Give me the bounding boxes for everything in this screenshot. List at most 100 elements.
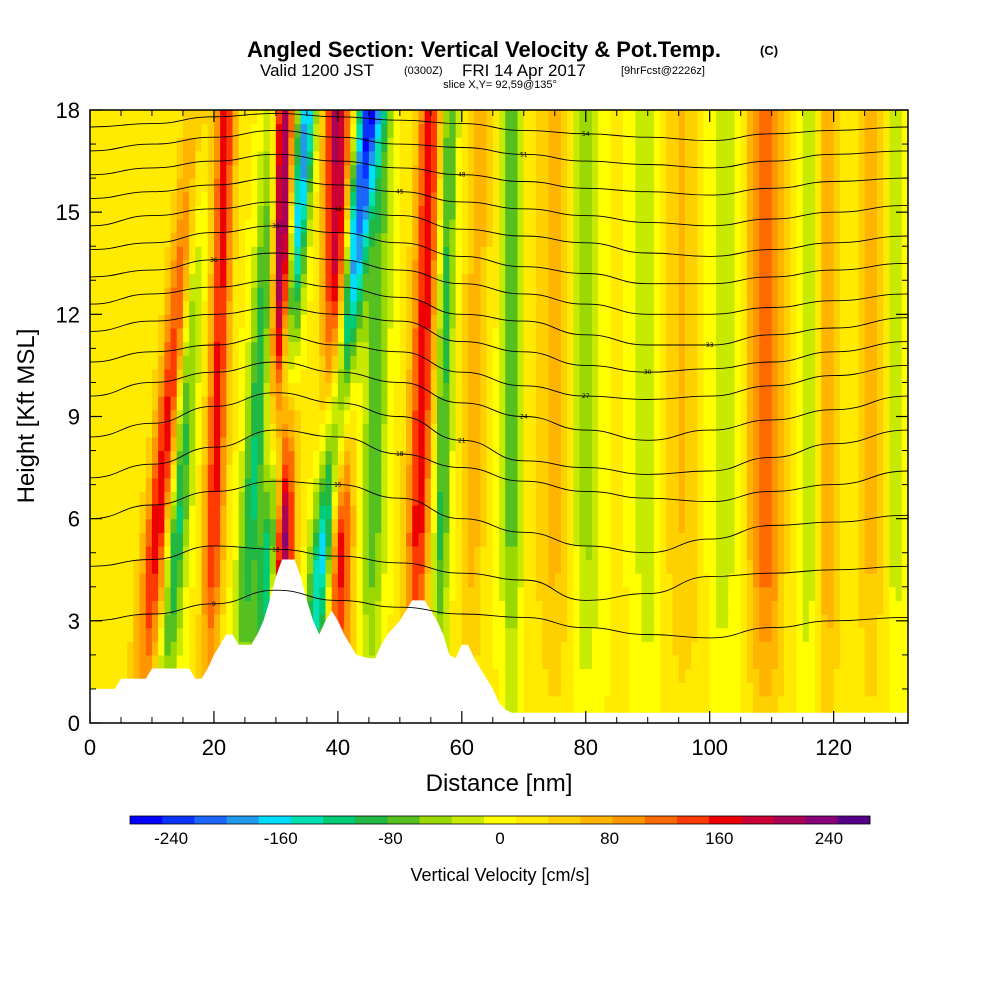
velocity-cell xyxy=(790,191,798,206)
velocity-cell xyxy=(678,123,686,138)
velocity-cell xyxy=(182,627,190,642)
velocity-cell xyxy=(666,423,680,438)
velocity-cell xyxy=(288,205,296,220)
velocity-cell xyxy=(492,436,500,452)
velocity-cell xyxy=(90,110,184,125)
velocity-cell xyxy=(468,341,482,356)
velocity-cell xyxy=(560,668,574,683)
velocity-cell xyxy=(746,518,754,533)
velocity-cell xyxy=(821,259,835,275)
velocity-cell xyxy=(672,627,698,642)
velocity-cell xyxy=(90,300,165,315)
velocity-cell xyxy=(182,300,190,315)
isentrope-line xyxy=(90,361,908,441)
velocity-cell xyxy=(901,191,908,206)
velocity-cell xyxy=(666,300,680,315)
velocity-cell xyxy=(356,137,364,152)
velocity-cell xyxy=(858,436,866,452)
velocity-cell xyxy=(226,218,234,234)
velocity-cell xyxy=(356,627,364,642)
velocity-cell xyxy=(660,368,667,384)
velocity-cell xyxy=(275,178,283,193)
velocity-cell xyxy=(858,532,866,547)
velocity-cell xyxy=(313,232,320,247)
velocity-cell xyxy=(703,368,717,384)
velocity-cell xyxy=(294,150,302,166)
velocity-cell xyxy=(430,559,438,574)
velocity-cell xyxy=(598,436,612,452)
velocity-cell xyxy=(536,464,550,479)
velocity-cell xyxy=(337,137,345,152)
velocity-cell xyxy=(697,191,705,206)
velocity-cell xyxy=(492,110,500,125)
velocity-cell xyxy=(399,559,407,574)
velocity-cell xyxy=(759,137,773,152)
velocity-cell xyxy=(151,614,159,629)
velocity-cell xyxy=(319,273,327,288)
velocity-cell xyxy=(356,314,364,329)
velocity-cell xyxy=(275,477,283,493)
velocity-cell xyxy=(300,150,308,166)
velocity-cell xyxy=(195,545,203,561)
velocity-cell xyxy=(796,368,804,384)
velocity-cell xyxy=(368,423,382,438)
velocity-cell xyxy=(579,314,593,329)
velocity-cell xyxy=(220,341,227,356)
velocity-cell xyxy=(560,137,568,152)
velocity-cell xyxy=(523,532,537,547)
velocity-cell xyxy=(220,614,227,629)
velocity-cell xyxy=(381,273,389,288)
velocity-cell xyxy=(678,423,686,438)
velocity-cell xyxy=(499,532,506,547)
y-tick-label: 18 xyxy=(56,98,80,123)
velocity-cell xyxy=(170,355,178,370)
velocity-cell xyxy=(282,464,289,479)
velocity-cell xyxy=(300,259,308,275)
velocity-cell xyxy=(697,327,705,343)
velocity-cell xyxy=(833,532,841,547)
velocity-cell xyxy=(492,505,500,520)
velocity-cell xyxy=(412,464,420,479)
velocity-cell xyxy=(499,409,506,424)
velocity-cell xyxy=(350,178,358,193)
y-tick-label: 9 xyxy=(68,405,80,430)
velocity-cell xyxy=(213,205,221,220)
velocity-cell xyxy=(598,259,612,275)
velocity-cell xyxy=(579,477,593,493)
velocity-cell xyxy=(784,327,791,343)
velocity-cell xyxy=(437,464,451,479)
velocity-cell xyxy=(784,191,791,206)
velocity-cell xyxy=(263,518,271,533)
velocity-cell xyxy=(635,273,655,288)
velocity-cell xyxy=(232,518,240,533)
velocity-cell xyxy=(548,436,562,452)
velocity-cell xyxy=(418,532,426,547)
velocity-cell xyxy=(449,614,463,629)
velocity-cell xyxy=(449,273,457,288)
velocity-cell xyxy=(517,300,525,315)
velocity-cell xyxy=(889,586,897,601)
velocity-cell xyxy=(331,218,339,234)
colorbar-swatch xyxy=(612,816,646,824)
velocity-cell xyxy=(251,450,258,465)
velocity-cell xyxy=(877,409,884,424)
velocity-cell xyxy=(505,259,519,275)
velocity-cell xyxy=(734,436,742,452)
velocity-cell xyxy=(424,150,432,166)
velocity-cell xyxy=(362,164,370,179)
velocity-cell xyxy=(424,573,432,588)
velocity-cell xyxy=(858,259,866,275)
velocity-cell xyxy=(375,532,382,547)
velocity-cell xyxy=(499,178,506,193)
velocity-cell xyxy=(443,532,451,547)
velocity-cell xyxy=(90,477,147,493)
velocity-cell xyxy=(90,518,141,533)
velocity-cell xyxy=(182,368,196,384)
velocity-cell xyxy=(449,532,457,547)
velocity-cell xyxy=(182,436,190,452)
velocity-cell xyxy=(771,259,779,275)
velocity-cell xyxy=(833,137,841,152)
velocity-cell xyxy=(226,505,234,520)
velocity-cell xyxy=(684,218,698,234)
